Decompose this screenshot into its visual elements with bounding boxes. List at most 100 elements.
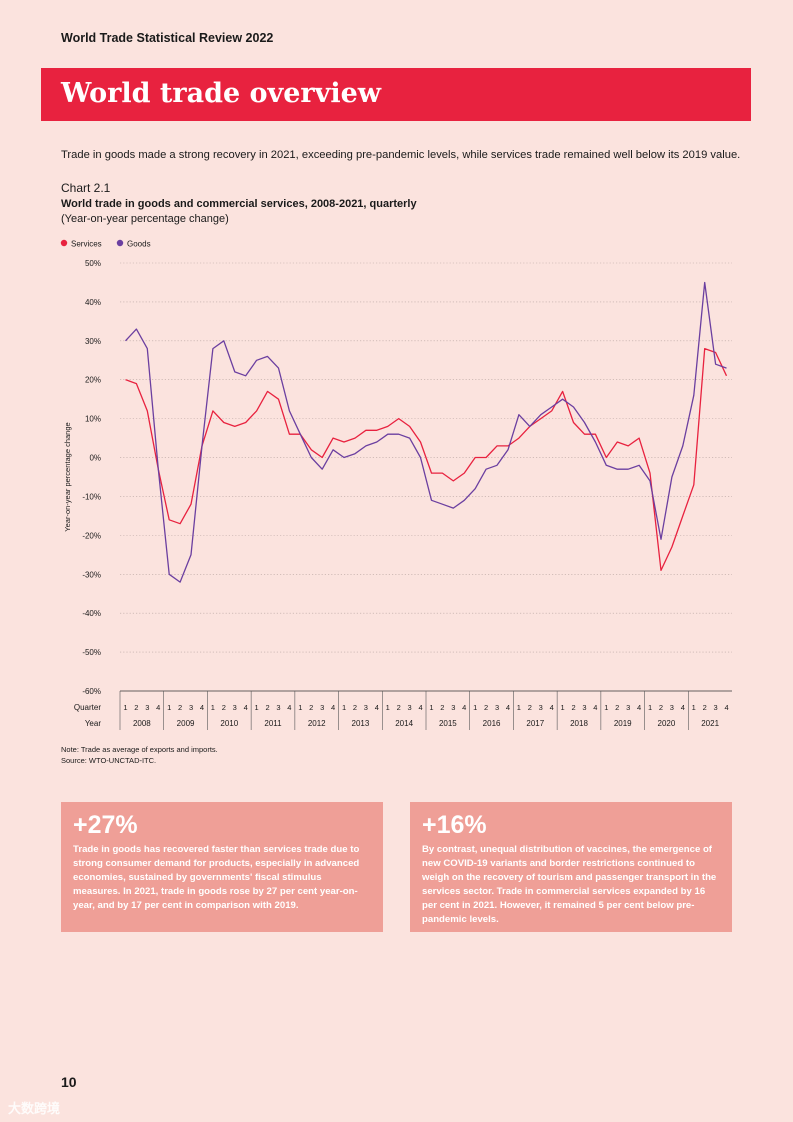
quarter-tick-label: 2 (528, 703, 532, 712)
running-title: World Trade Statistical Review 2022 (61, 31, 274, 45)
quarter-tick-label: 1 (692, 703, 696, 712)
goods-stat-value: +27% (73, 811, 138, 839)
quarter-tick-label: 2 (484, 703, 488, 712)
quarter-tick-label: 1 (648, 703, 652, 712)
quarter-tick-label: 1 (517, 703, 521, 712)
quarter-tick-label: 3 (451, 703, 455, 712)
year-tick-label: 2017 (526, 719, 544, 728)
quarter-tick-label: 1 (342, 703, 346, 712)
legend-marker-goods (116, 239, 124, 247)
quarter-tick-label: 3 (364, 703, 368, 712)
y-tick-label: 30% (85, 337, 101, 346)
legend-label-services: Services (71, 240, 102, 249)
quarter-tick-label: 2 (309, 703, 313, 712)
year-tick-label: 2012 (308, 719, 326, 728)
services-stat-box: +16% By contrast, unequal distribution o… (410, 802, 732, 932)
quarter-tick-label: 1 (604, 703, 608, 712)
chart-title: World trade in goods and commercial serv… (61, 198, 417, 210)
intro-text: Trade in goods made a strong recovery in… (61, 149, 741, 161)
quarter-tick-label: 3 (670, 703, 674, 712)
quarter-tick-label: 4 (637, 703, 641, 712)
y-tick-label: 0% (89, 454, 101, 463)
quarter-tick-label: 4 (550, 703, 554, 712)
quarter-tick-label: 3 (582, 703, 586, 712)
quarter-tick-label: 3 (714, 703, 718, 712)
quarter-tick-label: 4 (375, 703, 379, 712)
quarter-tick-label: 3 (145, 703, 149, 712)
year-tick-label: 2014 (395, 719, 413, 728)
section-banner: World trade overview (41, 68, 751, 121)
watermark: 大数跨境 (8, 1101, 61, 1116)
y-tick-label: -10% (82, 492, 101, 501)
quarter-tick-label: 3 (626, 703, 630, 712)
legend-marker-services (60, 239, 68, 247)
y-tick-label: -30% (82, 570, 101, 579)
line-chart: Services Goods 50% 40% 30% 20% 10% 0% -10% -20% -3… (60, 239, 732, 730)
y-tick-label: 50% (85, 259, 101, 268)
year-tick-label: 2010 (220, 719, 238, 728)
quarter-tick-label: 4 (724, 703, 728, 712)
quarter-tick-label: 4 (593, 703, 597, 712)
quarter-tick-label: 1 (123, 703, 127, 712)
page-number: 10 (61, 1074, 77, 1090)
legend-label-goods: Goods (127, 240, 151, 249)
quarter-tick-label: 3 (233, 703, 237, 712)
y-tick-label: 20% (85, 376, 101, 385)
quarter-tick-label: 2 (440, 703, 444, 712)
services-stat-text: By contrast, unequal distribution of vac… (422, 844, 717, 925)
y-tick-label: -60% (82, 687, 101, 696)
goods-stat-text: Trade in goods has recovered faster than… (73, 844, 360, 911)
year-tick-label: 2013 (352, 719, 370, 728)
quarter-tick-label: 2 (353, 703, 357, 712)
chart-note: Note: Trade as average of exports and im… (61, 745, 218, 754)
quarter-tick-label: 4 (156, 703, 160, 712)
y-tick-label: 10% (85, 415, 101, 424)
quarter-tick-label: 3 (495, 703, 499, 712)
chart-subtitle: (Year-on-year percentage change) (61, 213, 229, 225)
goods-stat-box: +27% Trade in goods has recovered faster… (61, 802, 383, 932)
quarter-tick-label: 2 (265, 703, 269, 712)
quarter-tick-label: 3 (189, 703, 193, 712)
quarter-tick-label: 1 (298, 703, 302, 712)
quarter-tick-label: 2 (703, 703, 707, 712)
quarter-tick-label: 4 (506, 703, 510, 712)
quarter-tick-label: 3 (408, 703, 412, 712)
year-tick-label: 2019 (614, 719, 632, 728)
year-tick-label: 2008 (133, 719, 151, 728)
quarter-tick-label: 2 (615, 703, 619, 712)
quarter-tick-label: 4 (287, 703, 291, 712)
year-tick-label: 2009 (177, 719, 195, 728)
services-stat-value: +16% (422, 811, 487, 839)
chart-notes: Note: Trade as average of exports and im… (61, 744, 218, 766)
quarter-tick-label: 1 (167, 703, 171, 712)
series-line-services (125, 347, 728, 572)
quarter-tick-label: 1 (473, 703, 477, 712)
quarter-tick-label: 3 (539, 703, 543, 712)
y-tick-label: -20% (82, 531, 101, 540)
quarter-tick-label: 3 (320, 703, 324, 712)
quarter-tick-label: 2 (571, 703, 575, 712)
quarter-tick-label: 4 (681, 703, 685, 712)
quarter-tick-label: 1 (386, 703, 390, 712)
quarter-row-label: Quarter (74, 703, 101, 712)
quarter-tick-label: 2 (178, 703, 182, 712)
quarter-tick-label: 4 (462, 703, 466, 712)
quarter-tick-label: 4 (244, 703, 248, 712)
year-tick-label: 2016 (483, 719, 501, 728)
year-tick-label: 2011 (264, 719, 282, 728)
quarter-tick-label: 4 (418, 703, 422, 712)
quarter-tick-label: 2 (397, 703, 401, 712)
quarter-tick-label: 1 (429, 703, 433, 712)
chart-source: Source: WTO-UNCTAD-ITC. (61, 756, 157, 765)
y-tick-label: -40% (82, 609, 101, 618)
year-tick-label: 2021 (701, 719, 719, 728)
year-tick-label: 2018 (570, 719, 588, 728)
quarter-tick-label: 1 (211, 703, 215, 712)
quarter-tick-label: 3 (276, 703, 280, 712)
quarter-tick-label: 4 (200, 703, 204, 712)
year-tick-label: 2015 (439, 719, 457, 728)
quarter-tick-label: 1 (561, 703, 565, 712)
chart-number: Chart 2.1 (61, 181, 111, 195)
y-axis-title: Year-on-year percentage change (63, 422, 72, 531)
y-tick-label: -50% (82, 648, 101, 657)
